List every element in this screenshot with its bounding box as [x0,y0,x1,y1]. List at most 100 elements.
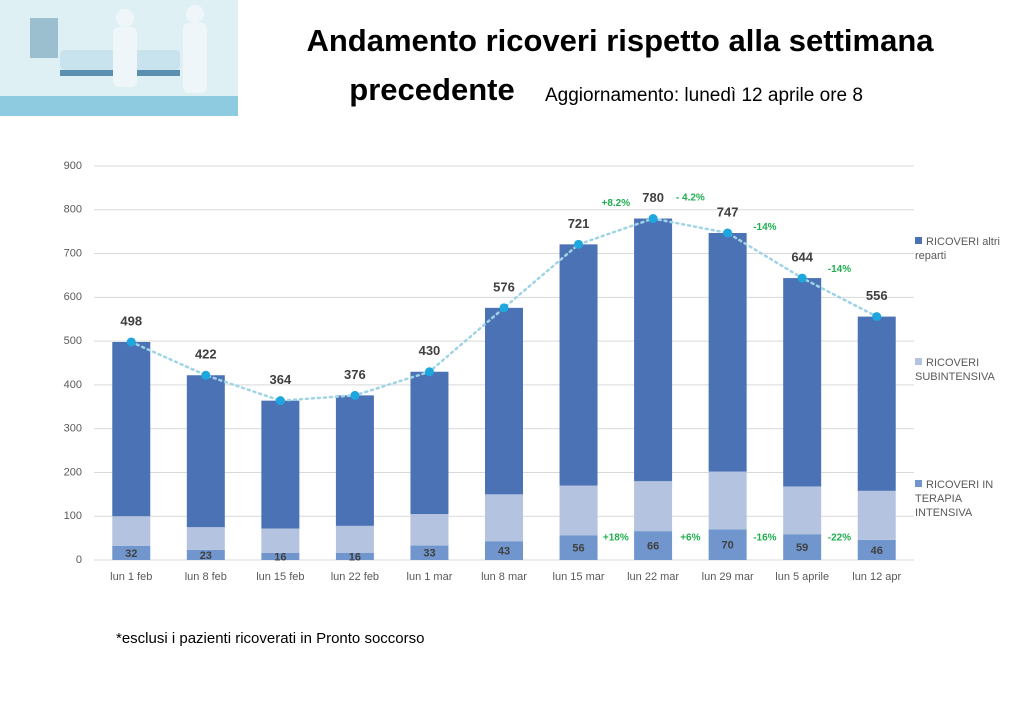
bar-segment [261,552,300,560]
total-label: 644 [791,250,813,265]
bar-segment [783,278,822,487]
total-label: 364 [270,372,292,387]
intensive-change: -22% [828,533,851,544]
bar-segment [186,527,225,550]
total-label: 576 [493,279,515,294]
bar-segment [708,232,747,472]
bar-segment [485,541,523,560]
bar-segment [559,244,598,486]
bar-segment [559,485,598,536]
total-label: 556 [866,288,888,303]
bar-segment [783,486,822,535]
bar-segment [485,307,523,495]
x-tick-label: lun 8 mar [481,571,527,583]
footnote: *esclusi i pazienti ricoverati in Pronto… [116,630,425,647]
x-tick-label: lun 5 aprile [775,571,829,583]
bar-segment [485,494,523,542]
x-tick-label: lun 1 feb [110,571,152,583]
segment-label: 32 [125,548,137,560]
bar-segment [186,549,225,560]
total-label: 747 [717,204,739,219]
total-change: +8.2% [601,198,630,209]
bar-segment [410,545,449,560]
segment-label: 16 [349,551,361,563]
segment-label: 33 [423,548,435,560]
total-label: 498 [120,313,142,328]
total-label: 721 [568,216,590,231]
total-marker [648,214,658,224]
x-tick-label: lun 29 mar [702,571,754,583]
total-marker [574,239,584,249]
bar-segment [186,375,225,528]
legend-entry: RICOVERI altri reparti [915,235,1007,263]
y-tick-label: 400 [64,379,82,391]
total-marker [201,370,211,380]
bar-segment [261,528,300,553]
bar-segment [261,400,300,529]
bar-segment [410,371,449,515]
bar-segment [634,531,673,560]
segment-label: 46 [871,545,883,557]
total-label: 780 [642,190,664,205]
total-label: 430 [419,343,441,358]
segment-label: 56 [572,543,584,555]
x-tick-label: lun 15 mar [553,571,605,583]
update-text: Aggiornamento: lunedì 12 aprile ore 8 [545,85,863,106]
bar-segment [335,395,374,526]
bar-segment [559,535,598,560]
bar-segment [634,481,673,532]
total-marker [797,273,807,283]
bar-segment [783,534,822,560]
total-label: 422 [195,347,217,362]
bar-segment [112,341,151,517]
x-tick-label: lun 22 mar [627,571,679,583]
y-tick-label: 800 [64,204,82,216]
total-marker [424,367,434,377]
x-tick-label: lun 12 apr [852,571,901,583]
intensive-change: -16% [753,533,776,544]
bar-segment [857,539,896,560]
bar-segment [112,516,151,546]
total-marker [723,228,733,238]
x-tick-label: lun 8 feb [185,571,227,583]
segment-label: 23 [200,550,212,562]
bar-segment [112,545,151,560]
bar-segment [857,316,896,491]
total-marker [275,396,285,406]
bar-segment [708,471,747,530]
total-line [130,217,878,402]
total-label: 376 [344,367,366,382]
total-change: -14% [753,222,776,233]
intensive-change: +6% [680,533,700,544]
legend-swatch [915,237,922,244]
bar-segment [857,490,896,540]
y-tick-label: 600 [64,291,82,303]
total-marker [350,390,360,400]
total-marker [872,312,882,322]
legend-entry: RICOVERI SUBINTENSIVA [915,356,1007,384]
y-tick-label: 500 [64,335,82,347]
y-tick-label: 100 [64,510,82,522]
y-tick-label: 0 [76,554,82,566]
segment-label: 43 [498,545,510,557]
x-tick-label: lun 1 mar [407,571,453,583]
total-change: - 4.2% [676,192,705,203]
x-tick-label: lun 22 feb [331,571,379,583]
total-marker [126,337,136,347]
segment-label: 66 [647,540,659,552]
legend-swatch [915,480,922,487]
y-tick-label: 700 [64,247,82,259]
segment-label: 70 [722,540,734,552]
total-marker [499,303,509,313]
y-tick-label: 300 [64,423,82,435]
bar-segment [708,529,747,560]
y-tick-label: 200 [64,466,82,478]
title-line1: Andamento ricoveri rispetto alla settima… [306,23,934,58]
intensive-change: +18% [603,533,629,544]
legend-label: RICOVERI IN TERAPIA INTENSIVA [915,479,994,519]
y-tick-label: 900 [64,160,82,172]
segment-label: 16 [274,551,286,563]
legend-label: RICOVERI SUBINTENSIVA [915,357,995,383]
